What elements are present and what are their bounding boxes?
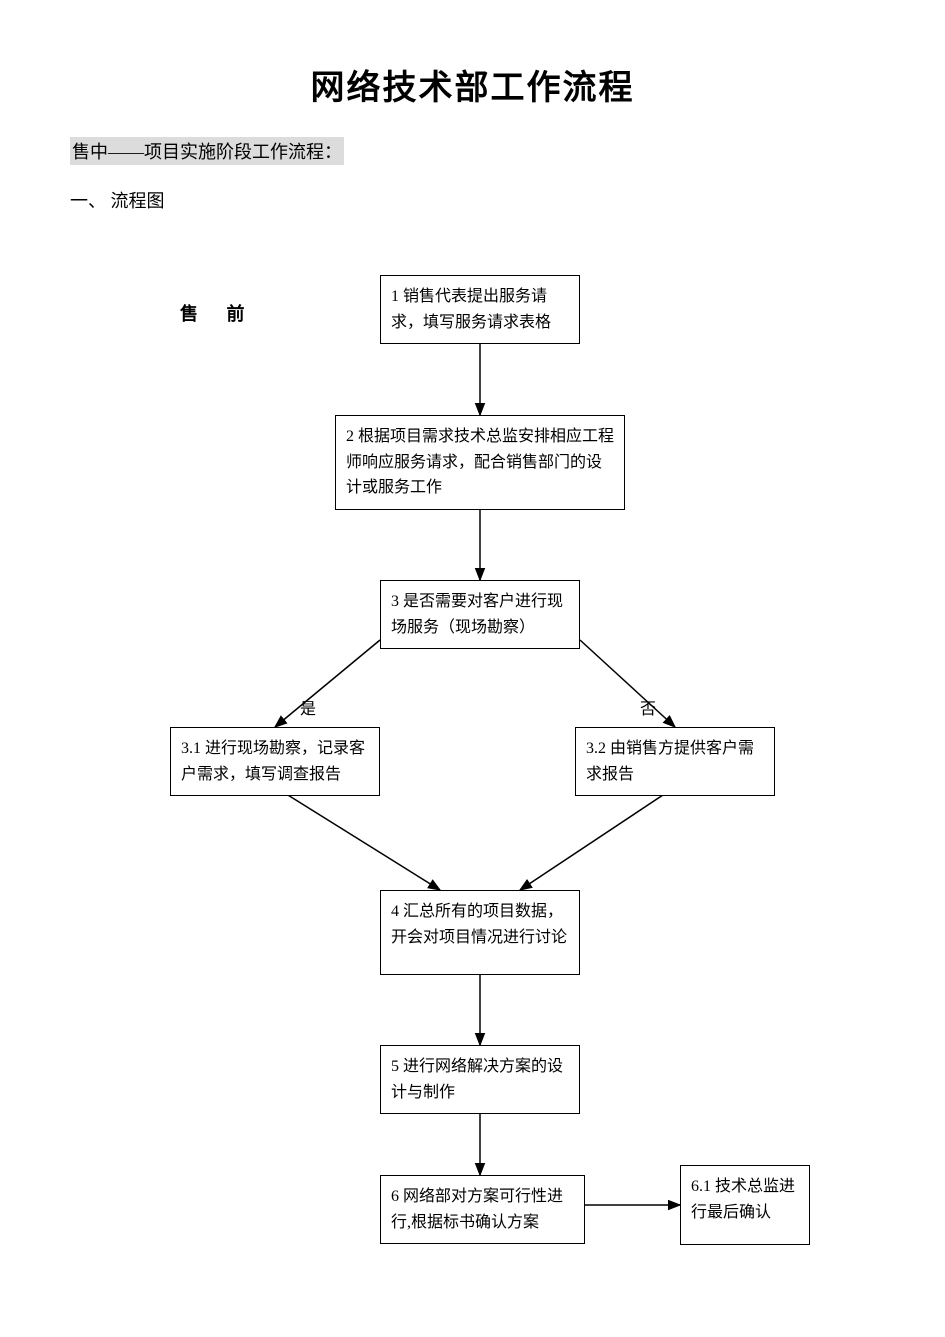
- flow-node-n61: 6.1 技术总监进行最后确认: [680, 1165, 810, 1245]
- flow-node-n2: 2 根据项目需求技术总监安排相应工程师响应服务请求，配合销售部门的设计或服务工作: [335, 415, 625, 510]
- edge-n3-n31: [275, 640, 380, 727]
- edge-n31-n4: [275, 787, 440, 890]
- page-title: 网络技术部工作流程: [70, 60, 875, 109]
- subtitle-highlight: 售中——项目实施阶段工作流程：: [70, 137, 344, 165]
- flow-node-n6: 6 网络部对方案可行性进行,根据标书确认方案: [380, 1175, 585, 1244]
- flow-node-n31: 3.1 进行现场勘察，记录客户需求，填写调查报告: [170, 727, 380, 796]
- flow-node-n5: 5 进行网络解决方案的设计与制作: [380, 1045, 580, 1114]
- branch-label-no: 否: [640, 695, 656, 719]
- flow-node-n3: 3 是否需要对客户进行现场服务（现场勘察）: [380, 580, 580, 649]
- edge-n32-n4: [520, 787, 675, 890]
- flow-node-n1: 1 销售代表提出服务请求，填写服务请求表格: [380, 275, 580, 344]
- edge-n3-n32: [580, 640, 675, 727]
- flow-node-n4: 4 汇总所有的项目数据，开会对项目情况进行讨论: [380, 890, 580, 975]
- section-heading: 一、 流程图: [70, 187, 875, 213]
- flowchart-area: 1 销售代表提出服务请求，填写服务请求表格 2 根据项目需求技术总监安排相应工程师…: [0, 260, 945, 1330]
- flow-node-n32: 3.2 由销售方提供客户需求报告: [575, 727, 775, 796]
- branch-label-yes: 是: [300, 695, 316, 719]
